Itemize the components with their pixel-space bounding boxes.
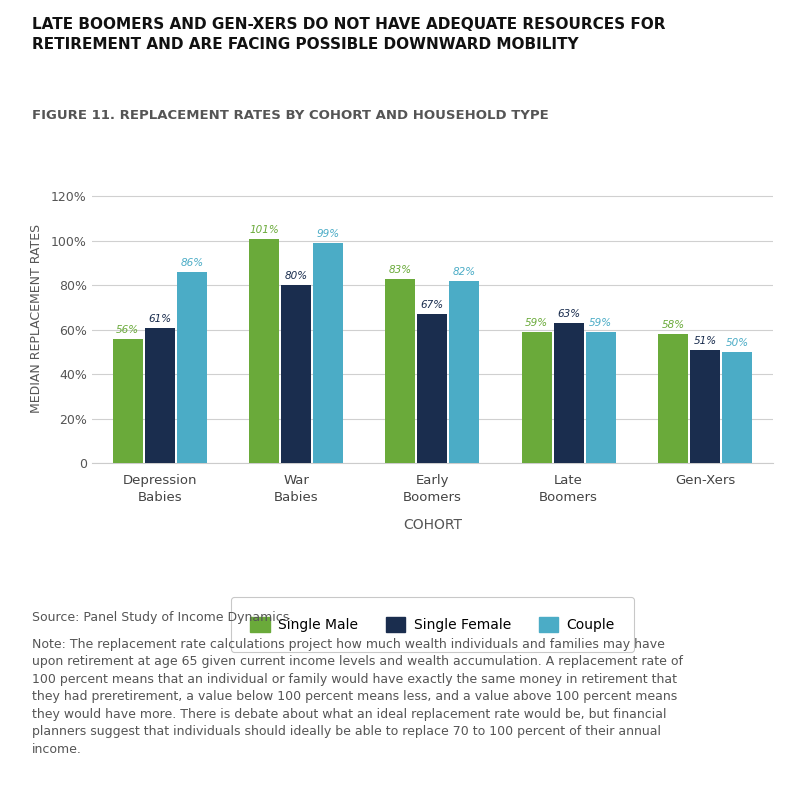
Bar: [418, 314, 447, 463]
Bar: [658, 334, 688, 463]
Bar: [554, 323, 583, 463]
Text: 63%: 63%: [557, 309, 580, 319]
Text: 67%: 67%: [421, 300, 444, 310]
X-axis label: COHORT: COHORT: [402, 518, 462, 532]
Text: Note: The replacement rate calculations project how much wealth individuals and : Note: The replacement rate calculations …: [32, 638, 683, 756]
Legend: Single Male, Single Female, Couple: Single Male, Single Female, Couple: [231, 597, 634, 652]
Bar: [177, 272, 206, 463]
Bar: [722, 352, 752, 463]
Text: LATE BOOMERS AND GEN-XERS DO NOT HAVE ADEQUATE RESOURCES FOR
RETIREMENT AND ARE : LATE BOOMERS AND GEN-XERS DO NOT HAVE AD…: [32, 17, 665, 51]
Text: 83%: 83%: [389, 265, 412, 275]
Text: FIGURE 11. REPLACEMENT RATES BY COHORT AND HOUSEHOLD TYPE: FIGURE 11. REPLACEMENT RATES BY COHORT A…: [32, 109, 548, 122]
Text: 56%: 56%: [116, 325, 139, 335]
Y-axis label: MEDIAN REPLACEMENT RATES: MEDIAN REPLACEMENT RATES: [29, 224, 42, 413]
Text: 50%: 50%: [725, 338, 748, 348]
Text: 59%: 59%: [525, 318, 548, 328]
Text: 59%: 59%: [589, 318, 612, 328]
Text: 51%: 51%: [693, 336, 717, 346]
Bar: [522, 332, 552, 463]
Bar: [249, 238, 279, 463]
Bar: [145, 328, 175, 463]
Bar: [690, 350, 720, 463]
Text: 58%: 58%: [662, 320, 685, 330]
Bar: [386, 279, 415, 463]
Text: 61%: 61%: [148, 314, 171, 324]
Text: 86%: 86%: [180, 258, 203, 268]
Text: 99%: 99%: [316, 229, 340, 239]
Text: 80%: 80%: [285, 272, 308, 281]
Bar: [450, 281, 479, 463]
Bar: [313, 243, 343, 463]
Text: Source: Panel Study of Income Dynamics.: Source: Panel Study of Income Dynamics.: [32, 611, 293, 624]
Text: 101%: 101%: [249, 225, 279, 234]
Text: 82%: 82%: [453, 267, 476, 277]
Bar: [586, 332, 615, 463]
Bar: [113, 339, 143, 463]
Bar: [281, 285, 311, 463]
